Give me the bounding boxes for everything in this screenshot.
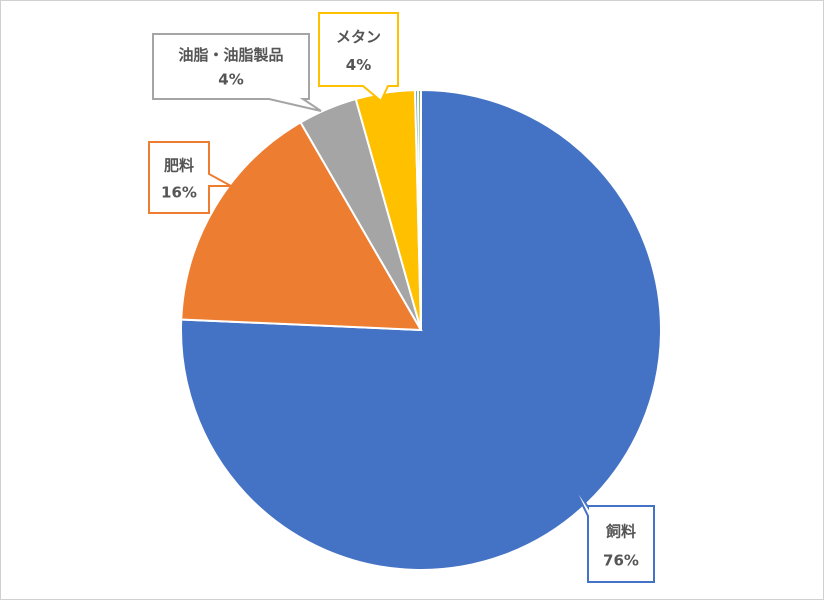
data-label-name-3: メタン bbox=[336, 28, 381, 46]
data-label-2: 油脂・油脂製品 4% bbox=[152, 33, 322, 112]
data-label-box-0 bbox=[570, 480, 655, 583]
data-label-value-1: 16% bbox=[161, 183, 197, 201]
data-label-name-0: 飼料 bbox=[605, 522, 636, 540]
data-label-box-1 bbox=[148, 141, 232, 214]
data-label-1: 肥料 16% bbox=[148, 141, 232, 214]
slices-layer bbox=[180, 88, 662, 571]
data-label-value-3: 4% bbox=[346, 56, 371, 74]
data-label-box-2 bbox=[152, 33, 322, 112]
pie-slice-5 bbox=[416, 88, 422, 331]
data-label-3: メタン 4% bbox=[318, 12, 399, 103]
pie-slice-0 bbox=[180, 88, 662, 571]
data-label-0: 飼料 76% bbox=[570, 480, 655, 583]
pie-slice-1 bbox=[180, 121, 423, 332]
data-label-value-0: 76% bbox=[603, 551, 639, 569]
data-label-name-1: 肥料 bbox=[164, 156, 194, 174]
callouts-layer: 飼料 76% 肥料 16% 油脂・油脂製品 4% メタン 4% bbox=[148, 12, 655, 583]
data-label-value-2: 4% bbox=[218, 71, 243, 89]
data-label-name-2: 油脂・油脂製品 bbox=[178, 46, 283, 64]
data-label-box-3 bbox=[318, 12, 399, 103]
